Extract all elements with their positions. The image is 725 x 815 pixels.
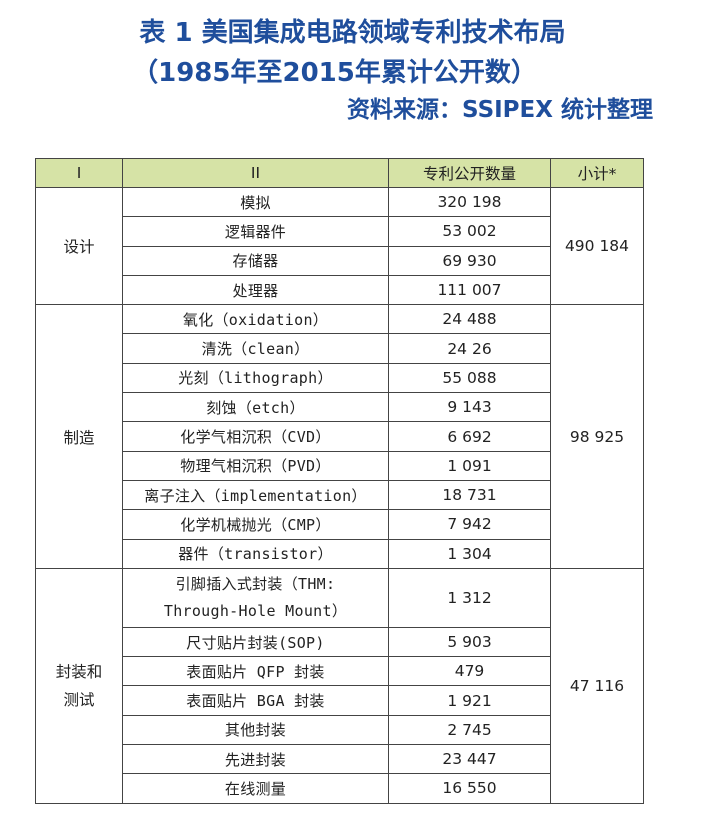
item-name: 刻蚀（etch） [122,392,389,423]
item-name: 化学气相沉积（CVD） [122,421,389,452]
item-name: 存储器 [122,245,389,276]
patent-count: 24 26 [388,333,551,364]
table-row: 表面贴片 BGA 封装 1 921 [36,685,644,716]
patent-count: 69 930 [388,245,551,276]
patent-count: 1 312 [388,567,551,628]
patent-count: 7 942 [388,509,551,540]
patent-table: I II 专利公开数量 小计* 设计 模拟 320 198 490 184 逻辑… [35,158,644,804]
item-name: 尺寸贴片封装(SOP) [122,626,389,658]
patent-count: 479 [388,656,551,687]
header-row: I II 专利公开数量 小计* [35,158,644,188]
table-row: 处理器 111 007 [36,274,644,306]
item-name: 光刻（lithograph） [122,362,389,394]
item-name: 先进封装 [122,744,389,775]
table-subtitle: （1985年至2015年累计公开数） [132,58,537,88]
table-row: 存储器 69 930 [36,245,644,276]
patent-count: 16 550 [388,773,551,804]
header-col-4: 小计* [550,158,644,188]
patent-count: 55 088 [388,362,551,394]
table-row: 表面贴片 QFP 封装 479 [36,656,644,687]
table-title: 表 1 美国集成电路领域专利技术布局 [139,18,566,48]
table-row: 化学气相沉积（CVD） 6 692 [36,421,644,452]
patent-count: 111 007 [388,274,551,306]
subtotal-packaging-testing: 47 116 [550,567,644,804]
category-packaging-testing: 封装和 测试 [35,567,123,804]
patent-count: 1 304 [388,538,551,569]
patent-count: 18 731 [388,479,551,511]
table-row: 封装和 测试 引脚插入式封装（THM: Through-Hole Mount） … [35,567,644,804]
category-label-line1: 封装和 [55,662,103,681]
table-row: 器件（transistor） 1 304 [36,538,644,569]
item-name: 器件（transistor） [122,538,389,569]
item-name: 逻辑器件 [122,216,389,247]
item-name: 表面贴片 BGA 封装 [122,685,389,716]
patent-count: 1 921 [388,685,551,716]
patent-count: 1 091 [388,450,551,481]
item-name: 引脚插入式封装（THM: Through-Hole Mount） [122,567,389,628]
item-name: 化学机械抛光（CMP） [122,509,389,540]
table-row: 尺寸贴片封装(SOP) 5 903 [36,626,644,658]
item-name: 离子注入（implementation） [122,479,389,511]
item-name: 模拟 [122,186,389,218]
table-row: 离子注入（implementation） 18 731 [36,479,644,511]
item-name-line1: 引脚插入式封装（THM: [175,574,336,593]
patent-count: 53 002 [388,216,551,247]
table-row: 化学机械抛光（CMP） 7 942 [36,509,644,540]
patent-count: 2 745 [388,714,551,746]
category-label-line2: 测试 [63,690,95,709]
table-row: 先进封装 23 447 [36,744,644,775]
table-row: 物理气相沉积（PVD） 1 091 [36,450,644,481]
patent-count: 5 903 [388,626,551,658]
header-col-2: II [122,158,389,188]
header-col-1: I [35,158,123,188]
table-row: 在线测量 16 550 [36,773,644,804]
item-name: 表面贴片 QFP 封装 [122,656,389,687]
item-name: 物理气相沉积（PVD） [122,450,389,481]
header-col-3: 专利公开数量 [388,158,551,188]
patent-count: 9 143 [388,392,551,423]
item-name: 处理器 [122,274,389,306]
item-name-line2: Through-Hole Mount） [163,601,348,620]
item-name: 其他封装 [122,714,389,746]
category-manufacturing: 制造 [35,304,123,569]
item-name: 氧化（oxidation） [122,304,389,335]
patent-count: 24 488 [388,304,551,335]
data-source: 资料来源：SSIPEX 统计整理 [347,97,653,123]
table-row: 制造 氧化（oxidation） 24 488 98 925 [35,304,644,569]
patent-count: 6 692 [388,421,551,452]
table-row: 光刻（lithograph） 55 088 [36,362,644,394]
subtotal-manufacturing: 98 925 [550,304,644,569]
item-name: 在线测量 [122,773,389,804]
patent-count: 23 447 [388,744,551,775]
table-row: 清洗（clean） 24 26 [36,333,644,364]
item-name: 清洗（clean） [122,333,389,364]
subtotal-design: 490 184 [550,186,644,306]
patent-count: 320 198 [388,186,551,218]
category-design: 设计 [35,186,123,306]
table-row: 其他封装 2 745 [36,714,644,746]
table-row: 设计 模拟 320 198 490 184 [35,186,644,306]
table-row: 刻蚀（etch） 9 143 [36,392,644,423]
table-row: 逻辑器件 53 002 [36,216,644,247]
